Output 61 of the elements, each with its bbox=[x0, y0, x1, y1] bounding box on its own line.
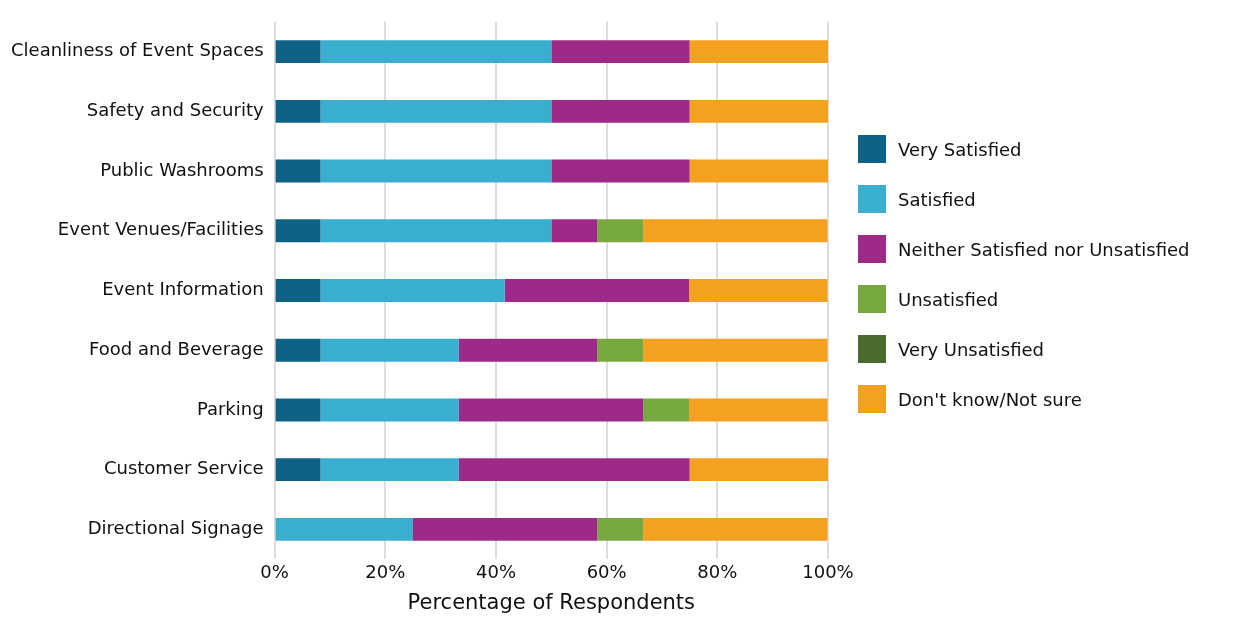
y-tick-label: Food and Beverage bbox=[89, 337, 264, 359]
bar bbox=[597, 338, 644, 362]
bar bbox=[551, 40, 690, 64]
bar bbox=[320, 219, 552, 243]
bar bbox=[504, 279, 690, 302]
bar bbox=[320, 99, 552, 123]
legend-label: Very Satisfied bbox=[898, 138, 1022, 160]
bar bbox=[458, 398, 644, 422]
bar bbox=[320, 458, 459, 482]
bar bbox=[412, 517, 598, 541]
bar bbox=[320, 40, 552, 64]
y-tick-label: Customer Service bbox=[103, 457, 264, 479]
bar bbox=[275, 458, 321, 482]
legend-label: Very Unsatisfied bbox=[898, 338, 1045, 360]
bar bbox=[689, 159, 828, 183]
bar bbox=[551, 99, 690, 123]
bar bbox=[320, 279, 505, 302]
bar bbox=[458, 338, 598, 362]
bar bbox=[643, 219, 828, 243]
bar bbox=[551, 159, 690, 183]
y-tick-label: Event Information bbox=[102, 278, 264, 300]
legend-label: Satisfied bbox=[898, 188, 976, 210]
bar bbox=[275, 99, 321, 123]
bar bbox=[551, 219, 598, 243]
y-tick-label: Event Venues/Facilities bbox=[57, 218, 264, 240]
x-axis-title: Percentage of Respondents bbox=[407, 589, 696, 614]
x-tick-label: 80% bbox=[697, 560, 738, 582]
bar bbox=[689, 398, 828, 422]
x-tick-label: 40% bbox=[475, 560, 516, 582]
bar bbox=[689, 279, 828, 302]
bar bbox=[643, 338, 828, 362]
bar bbox=[597, 517, 644, 541]
bar bbox=[643, 398, 690, 422]
bar bbox=[320, 338, 459, 362]
bar bbox=[275, 398, 321, 422]
bar bbox=[597, 219, 644, 243]
bar bbox=[275, 338, 321, 362]
legend-label: Unsatisfied bbox=[898, 288, 999, 310]
bar bbox=[643, 517, 828, 541]
x-tick-label: 0% bbox=[260, 560, 289, 582]
x-tick-label: 60% bbox=[586, 560, 627, 582]
legend-label: Neither Satisfied nor Unsatisfied bbox=[898, 238, 1190, 260]
x-tick-label: 100% bbox=[802, 560, 854, 582]
bar bbox=[320, 398, 459, 422]
legend-label: Don't know/Not sure bbox=[898, 388, 1082, 410]
bar bbox=[275, 219, 321, 243]
bar bbox=[275, 279, 321, 302]
bar bbox=[689, 458, 828, 482]
x-tick-label: 20% bbox=[365, 560, 406, 582]
y-tick-label: Parking bbox=[196, 397, 264, 419]
y-tick-label: Cleanliness of Event Spaces bbox=[10, 39, 264, 61]
y-tick-label: Safety and Security bbox=[86, 99, 264, 121]
bar bbox=[689, 40, 828, 64]
bar bbox=[275, 159, 321, 183]
y-tick-label: Public Washrooms bbox=[100, 158, 264, 180]
bar bbox=[275, 517, 413, 541]
bar bbox=[689, 99, 828, 123]
y-tick-label: Directional Signage bbox=[87, 517, 264, 539]
bar bbox=[320, 159, 552, 183]
bar bbox=[458, 458, 690, 482]
bar bbox=[275, 40, 321, 64]
